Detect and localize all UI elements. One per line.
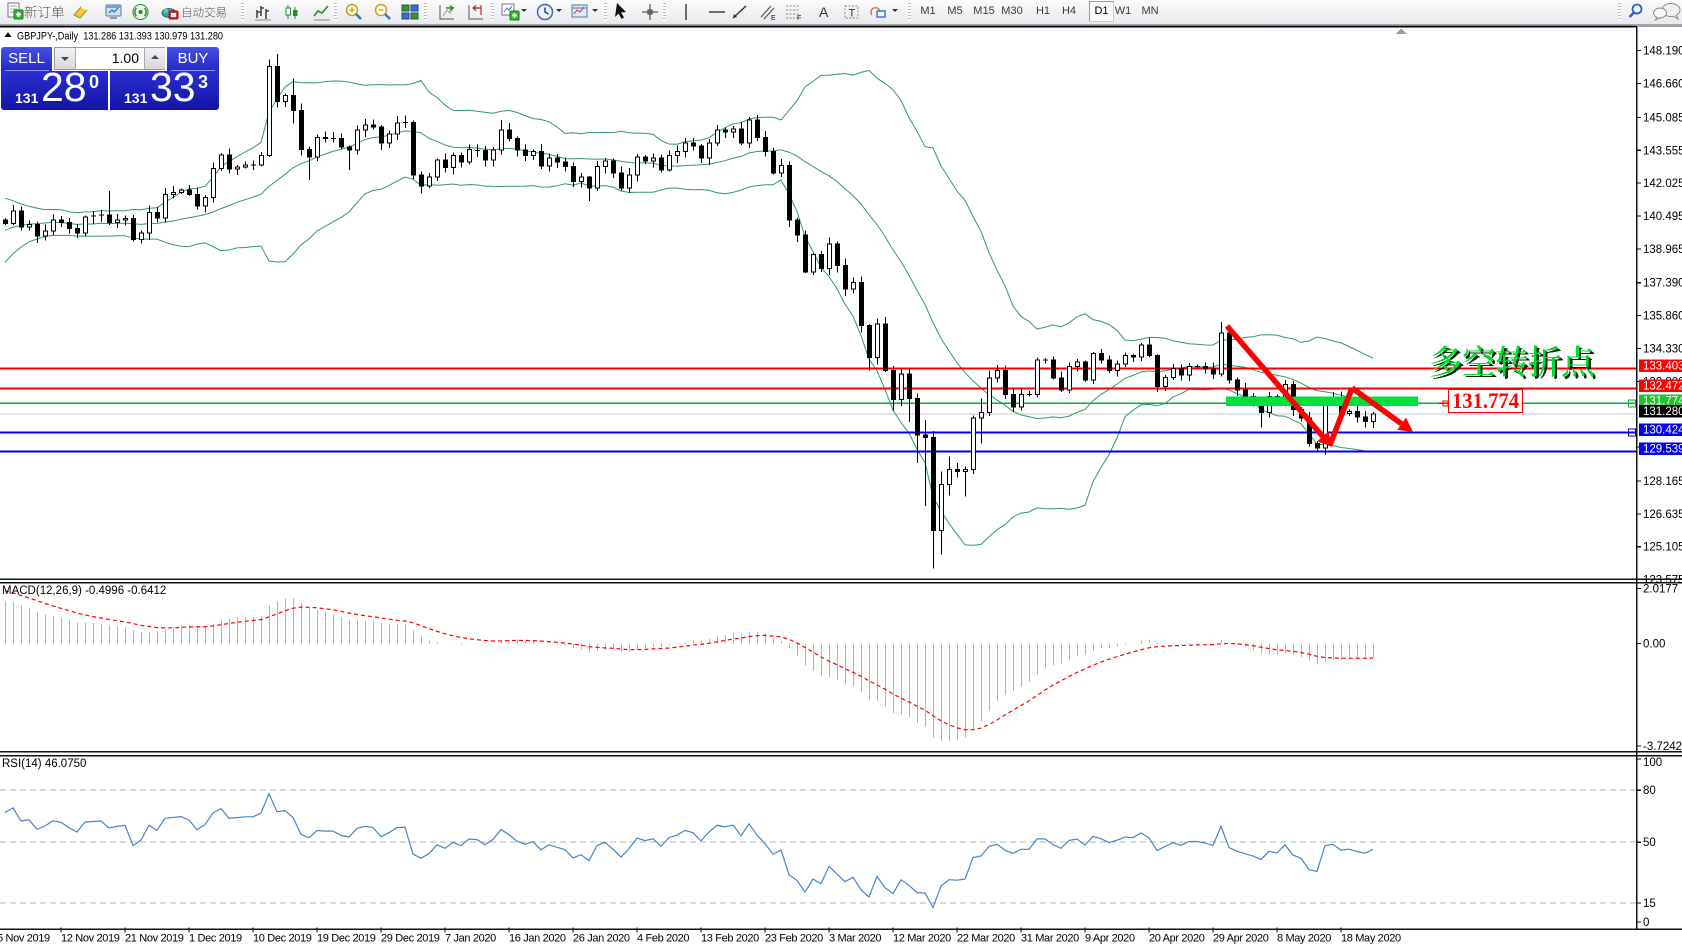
svg-text:146.660: 146.660 [1643, 79, 1682, 91]
svg-text:100: 100 [1643, 757, 1662, 769]
svg-text:23 Feb 2020: 23 Feb 2020 [765, 933, 823, 945]
svg-text:A: A [819, 4, 829, 20]
svg-text:137.390: 137.390 [1643, 278, 1682, 290]
svg-text:16 Jan 2020: 16 Jan 2020 [509, 933, 566, 945]
svg-text:29 Dec 2019: 29 Dec 2019 [381, 933, 440, 945]
svg-text:140.495: 140.495 [1643, 211, 1682, 223]
svg-text:31 Mar 2020: 31 Mar 2020 [1021, 933, 1079, 945]
svg-text:19 Dec 2019: 19 Dec 2019 [317, 933, 376, 945]
svg-text:128.165: 128.165 [1643, 476, 1682, 488]
svg-text:143.555: 143.555 [1643, 145, 1682, 157]
svg-text:F: F [797, 15, 801, 22]
svg-text:8 May 2020: 8 May 2020 [1277, 933, 1331, 945]
svg-text:29 Apr 2020: 29 Apr 2020 [1213, 933, 1269, 945]
svg-text:131.774: 131.774 [1643, 396, 1682, 408]
svg-text:125.105: 125.105 [1643, 542, 1682, 554]
svg-text:-3.7242: -3.7242 [1643, 741, 1682, 753]
svg-text:T: T [849, 8, 856, 20]
svg-text:22 Mar 2020: 22 Mar 2020 [957, 933, 1015, 945]
svg-text:RSI(14) 46.0750: RSI(14) 46.0750 [2, 758, 86, 770]
svg-text:9 Apr 2020: 9 Apr 2020 [1085, 933, 1135, 945]
svg-text:E: E [771, 15, 776, 22]
svg-text:12 Nov 2019: 12 Nov 2019 [61, 933, 120, 945]
svg-text:13 Feb 2020: 13 Feb 2020 [701, 933, 759, 945]
svg-text:21 Nov 2019: 21 Nov 2019 [125, 933, 184, 945]
svg-text:26 Jan 2020: 26 Jan 2020 [573, 933, 630, 945]
svg-text:148.190: 148.190 [1643, 46, 1682, 58]
svg-text:138.965: 138.965 [1643, 244, 1682, 256]
svg-text:15: 15 [1643, 898, 1656, 910]
svg-text:5 Nov 2019: 5 Nov 2019 [0, 933, 50, 945]
svg-text:MACD(12,26,9) -0.4996 -0.6412: MACD(12,26,9) -0.4996 -0.6412 [2, 585, 166, 597]
svg-text:7 Jan 2020: 7 Jan 2020 [445, 933, 496, 945]
svg-text:129.539: 129.539 [1643, 444, 1682, 456]
svg-text:130.424: 130.424 [1643, 425, 1682, 437]
svg-text:123.575: 123.575 [1643, 575, 1682, 587]
svg-text:126.635: 126.635 [1643, 509, 1682, 521]
svg-text:1 Dec 2019: 1 Dec 2019 [189, 933, 242, 945]
svg-text:12 Mar 2020: 12 Mar 2020 [893, 933, 951, 945]
svg-text:134.330: 134.330 [1643, 344, 1682, 356]
svg-text:2.0177: 2.0177 [1643, 584, 1678, 596]
svg-text:131.280: 131.280 [1643, 406, 1682, 418]
svg-text:10 Dec 2019: 10 Dec 2019 [253, 933, 312, 945]
svg-text:18 May 2020: 18 May 2020 [1341, 933, 1401, 945]
svg-text:142.025: 142.025 [1643, 178, 1682, 190]
svg-text:145.085: 145.085 [1643, 112, 1682, 124]
svg-text:133.403: 133.403 [1643, 361, 1682, 373]
svg-text:135.860: 135.860 [1643, 311, 1682, 323]
svg-text:131.774: 131.774 [1452, 388, 1519, 413]
svg-text:50: 50 [1643, 837, 1656, 849]
svg-text:132.472: 132.472 [1643, 381, 1682, 393]
svg-text:GBPJPY-,Daily 131.286 131.393: GBPJPY-,Daily 131.286 131.393 130.979 13… [17, 31, 223, 43]
svg-text:20 Apr 2020: 20 Apr 2020 [1149, 933, 1205, 945]
svg-text:0: 0 [1643, 917, 1649, 929]
svg-text:0.00: 0.00 [1643, 639, 1665, 651]
svg-text:3 Mar 2020: 3 Mar 2020 [829, 933, 881, 945]
svg-text:4 Feb 2020: 4 Feb 2020 [637, 933, 689, 945]
svg-text:80: 80 [1643, 785, 1656, 797]
